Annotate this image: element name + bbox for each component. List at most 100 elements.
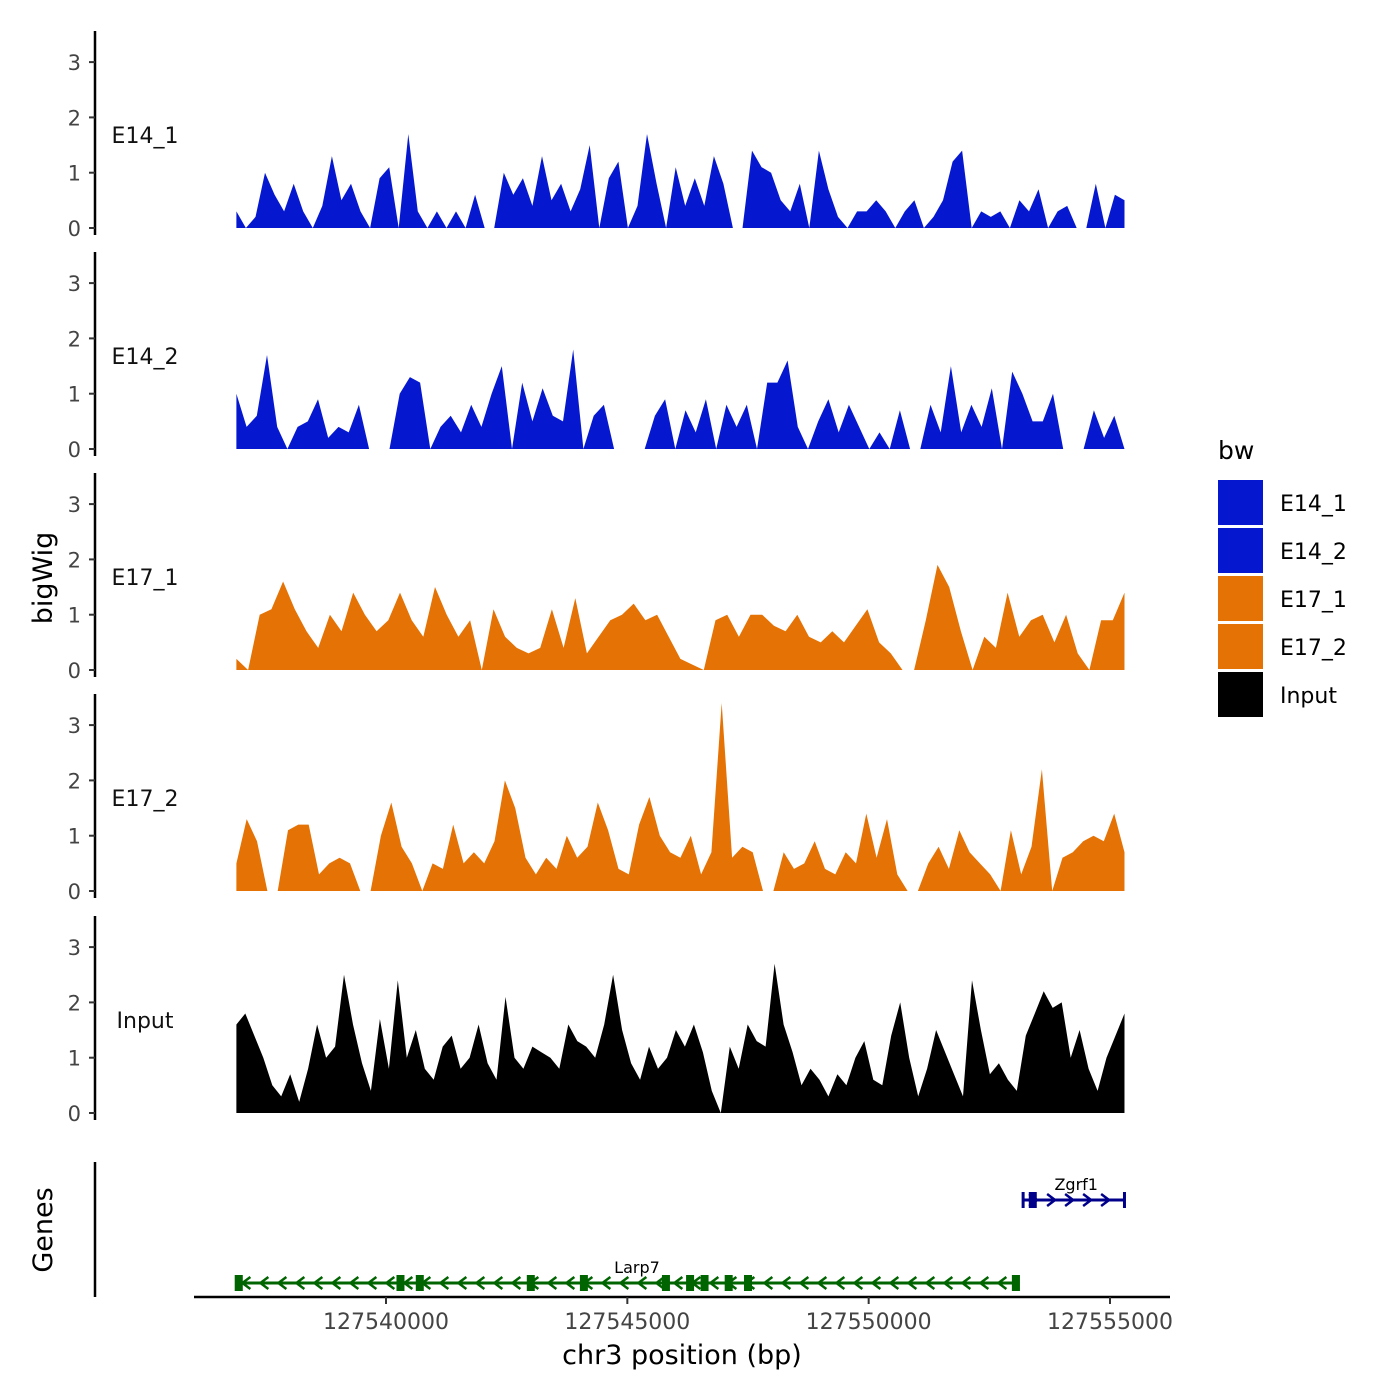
y-tick-label: 2 bbox=[68, 769, 81, 793]
area-e17_1 bbox=[236, 564, 1125, 670]
strand-arrow bbox=[510, 1276, 522, 1290]
exon bbox=[234, 1275, 243, 1291]
track-input: 0 1 2 3 Input bbox=[68, 916, 1125, 1126]
y-tick-label: 1 bbox=[68, 162, 81, 186]
y-tick-label: 1 bbox=[68, 383, 81, 407]
strand-arrow bbox=[384, 1276, 396, 1290]
legend-title: bw bbox=[1218, 436, 1254, 465]
x-axis-label: chr3 position (bp) bbox=[562, 1340, 802, 1371]
strand-arrow bbox=[474, 1276, 486, 1290]
track-e14_1: 0 1 2 3 E14_1 bbox=[68, 31, 1125, 241]
legend-label: E17_2 bbox=[1280, 636, 1347, 661]
legend-swatch bbox=[1218, 528, 1263, 573]
strand-arrow bbox=[636, 1276, 648, 1290]
strand-arrow bbox=[924, 1276, 936, 1290]
track-label: E14_2 bbox=[112, 345, 179, 370]
y-tick-label: 2 bbox=[68, 327, 81, 351]
strand-arrow bbox=[366, 1276, 378, 1290]
strand-arrow bbox=[1100, 1193, 1112, 1207]
legend: bw E14_1 E14_2 E17_1 E17_2 Input bbox=[1218, 436, 1347, 717]
gene-track: Larp7 Zgrf1 bbox=[93, 1162, 1126, 1297]
gene-label: Zgrf1 bbox=[1054, 1175, 1098, 1194]
y-axis-label-bigwig: bigWig bbox=[28, 532, 59, 625]
y-tick-label: 3 bbox=[68, 936, 81, 960]
strand-arrow bbox=[492, 1276, 504, 1290]
legend-swatch bbox=[1218, 624, 1263, 669]
x-tick-label: 127550000 bbox=[806, 1310, 932, 1335]
strand-arrow bbox=[618, 1276, 630, 1290]
track-label: E14_1 bbox=[112, 124, 179, 149]
y-tick-label: 3 bbox=[68, 714, 81, 738]
y-tick-label: 3 bbox=[68, 272, 81, 296]
strand-arrow bbox=[960, 1276, 972, 1290]
x-tick-label: 127545000 bbox=[564, 1310, 690, 1335]
y-tick-label: 0 bbox=[68, 1102, 81, 1126]
y-tick-label: 1 bbox=[68, 604, 81, 628]
y-tick-label: 0 bbox=[68, 880, 81, 904]
exon bbox=[579, 1275, 588, 1291]
strand-arrow bbox=[888, 1276, 900, 1290]
strand-arrow bbox=[708, 1276, 720, 1290]
gene-label: Larp7 bbox=[614, 1258, 660, 1277]
area-e14_2 bbox=[236, 349, 1125, 449]
x-tick-label: 127555000 bbox=[1047, 1310, 1173, 1335]
strand-arrow bbox=[276, 1276, 288, 1290]
y-tick-label: 0 bbox=[68, 217, 81, 241]
strand-arrow bbox=[456, 1276, 468, 1290]
area-input bbox=[236, 963, 1125, 1113]
exon bbox=[415, 1275, 424, 1291]
strand-arrow bbox=[1064, 1193, 1076, 1207]
exon bbox=[744, 1275, 752, 1291]
track-label: E17_1 bbox=[112, 566, 179, 591]
y-tick-label: 2 bbox=[68, 548, 81, 572]
area-e17_2 bbox=[236, 703, 1125, 891]
strand-arrow bbox=[672, 1276, 684, 1290]
y-tick-label: 3 bbox=[68, 51, 81, 75]
y-axis-label-genes: Genes bbox=[28, 1187, 59, 1272]
y-tick-label: 1 bbox=[68, 825, 81, 849]
strand-arrow bbox=[1046, 1193, 1058, 1207]
strand-arrow bbox=[330, 1276, 342, 1290]
x-tick-label: 127540000 bbox=[323, 1310, 449, 1335]
legend-swatch bbox=[1218, 576, 1263, 621]
track-e17_2: 0 1 2 3 E17_2 bbox=[68, 694, 1125, 904]
area-e14_1 bbox=[236, 134, 1125, 228]
strand-arrow bbox=[978, 1276, 990, 1290]
strand-arrow bbox=[546, 1276, 558, 1290]
exon bbox=[1011, 1275, 1020, 1291]
exon bbox=[396, 1275, 405, 1291]
strand-arrow bbox=[258, 1276, 270, 1290]
exon bbox=[686, 1275, 695, 1291]
strand-arrow bbox=[942, 1276, 954, 1290]
track-e14_2: 0 1 2 3 E14_2 bbox=[68, 252, 1125, 462]
track-label: E17_2 bbox=[112, 787, 179, 812]
strand-arrow bbox=[294, 1276, 306, 1290]
track-e17_1: 0 1 2 3 E17_1 bbox=[68, 473, 1125, 683]
gene-larp7: Larp7 bbox=[234, 1258, 1020, 1291]
y-tick-label: 2 bbox=[68, 106, 81, 130]
strand-arrow bbox=[906, 1276, 918, 1290]
legend-label: E14_1 bbox=[1280, 492, 1347, 517]
legend-swatch bbox=[1218, 672, 1263, 717]
legend-label: Input bbox=[1280, 684, 1337, 709]
legend-swatch bbox=[1218, 480, 1263, 525]
strand-arrow bbox=[762, 1276, 774, 1290]
track-label: Input bbox=[117, 1009, 174, 1034]
y-tick-label: 3 bbox=[68, 493, 81, 517]
strand-arrow bbox=[996, 1276, 1008, 1290]
y-tick-label: 1 bbox=[68, 1047, 81, 1071]
strand-arrow bbox=[348, 1276, 360, 1290]
y-tick-label: 2 bbox=[68, 991, 81, 1015]
strand-arrow bbox=[870, 1276, 882, 1290]
signal-tracks: 0 1 2 3 E14_1 0 1 2 3 E14_2 0 1 2 3 E17_1 0 1 2 3 E17_2 0 1 2 3… bbox=[68, 31, 1125, 1126]
strand-arrow bbox=[564, 1276, 576, 1290]
strand-arrow bbox=[654, 1276, 666, 1290]
gene-zgrf1: Zgrf1 bbox=[1021, 1175, 1126, 1208]
strand-arrow bbox=[312, 1276, 324, 1290]
exon bbox=[526, 1275, 535, 1291]
strand-arrow bbox=[816, 1276, 828, 1290]
x-axis: 127540000 127545000 127550000 127555000 bbox=[194, 1295, 1173, 1335]
legend-label: E14_2 bbox=[1280, 540, 1347, 565]
strand-arrow bbox=[438, 1276, 450, 1290]
